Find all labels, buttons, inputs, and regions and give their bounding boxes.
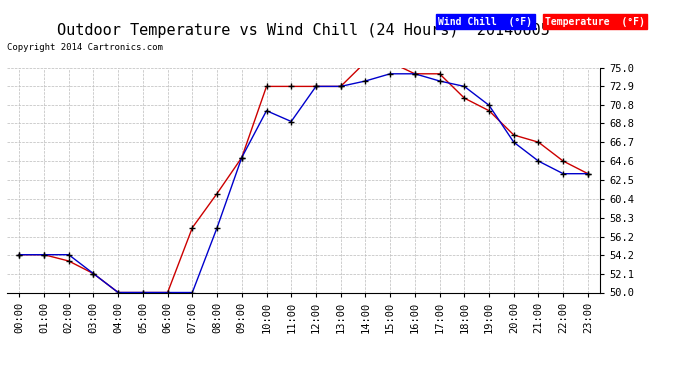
Text: Temperature  (°F): Temperature (°F): [545, 17, 645, 27]
Text: Wind Chill  (°F): Wind Chill (°F): [438, 17, 532, 27]
Text: Copyright 2014 Cartronics.com: Copyright 2014 Cartronics.com: [7, 43, 163, 52]
Text: Outdoor Temperature vs Wind Chill (24 Hours)  20140605: Outdoor Temperature vs Wind Chill (24 Ho…: [57, 22, 550, 38]
